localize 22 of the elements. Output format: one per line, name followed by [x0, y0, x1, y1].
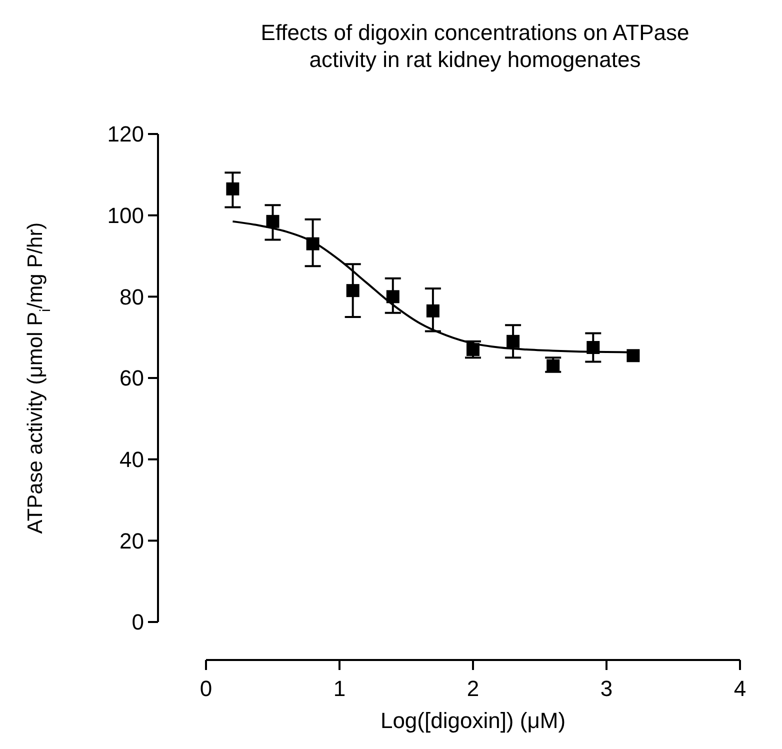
point: [226, 182, 240, 196]
point: [466, 343, 480, 356]
point: [386, 290, 400, 304]
x-tick-label: 1: [333, 676, 346, 701]
y-tick-label: 60: [120, 366, 144, 391]
x-tick-label: 3: [600, 676, 613, 701]
y-tick-label: 100: [107, 203, 144, 228]
x-tick-label: 0: [200, 676, 212, 701]
x-axis-title: Log([digoxin]) (μM): [380, 708, 566, 733]
chart-title: Effects of digoxin concentrations on ATPase activity in rat kidney homogenates: [260, 20, 690, 72]
y-tick-label: 120: [107, 122, 144, 147]
y-tick-label: 80: [120, 284, 144, 310]
y-tick-label: 20: [120, 528, 144, 554]
x-tick-label: 2: [466, 676, 480, 701]
point: [626, 349, 640, 362]
point: [506, 334, 520, 348]
y-tick-label: 0: [132, 610, 144, 635]
y-tick-label: 40: [120, 447, 144, 472]
x-tick-label: 4: [734, 676, 746, 701]
point: [266, 214, 280, 228]
point: [346, 284, 360, 298]
point: [426, 304, 440, 318]
